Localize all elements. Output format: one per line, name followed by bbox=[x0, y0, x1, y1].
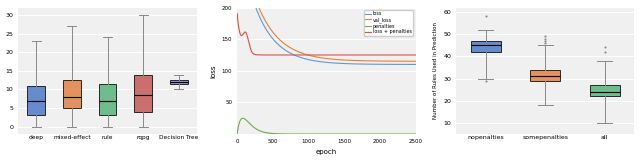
loss + penalties bbox=[393, 54, 401, 56]
X-axis label: epoch: epoch bbox=[316, 149, 337, 155]
loss bbox=[303, 58, 310, 60]
penalties bbox=[234, 133, 241, 134]
loss bbox=[392, 63, 400, 65]
PathPatch shape bbox=[170, 80, 188, 84]
loss + penalties bbox=[365, 54, 372, 56]
val_loss bbox=[392, 60, 400, 62]
loss + penalties bbox=[333, 54, 340, 56]
PathPatch shape bbox=[531, 70, 560, 81]
Legend: loss, val_loss, penalties, loss + penalties: loss, val_loss, penalties, loss + penalt… bbox=[364, 10, 413, 36]
val_loss bbox=[412, 60, 419, 62]
penalties bbox=[237, 118, 244, 120]
penalties bbox=[303, 133, 310, 135]
Y-axis label: Number of Rules Used in Prediction: Number of Rules Used in Prediction bbox=[433, 22, 438, 119]
PathPatch shape bbox=[28, 86, 45, 115]
loss bbox=[333, 62, 340, 64]
loss bbox=[386, 63, 394, 65]
PathPatch shape bbox=[63, 80, 81, 108]
loss bbox=[412, 63, 419, 65]
val_loss bbox=[333, 59, 340, 61]
Line: loss + penalties: loss + penalties bbox=[237, 14, 415, 55]
loss + penalties bbox=[237, 34, 244, 36]
Line: loss: loss bbox=[237, 0, 415, 64]
penalties bbox=[412, 133, 419, 135]
loss + penalties bbox=[412, 54, 419, 56]
PathPatch shape bbox=[590, 85, 620, 96]
val_loss bbox=[386, 60, 394, 62]
val_loss bbox=[379, 60, 387, 62]
penalties bbox=[333, 133, 340, 135]
PathPatch shape bbox=[471, 41, 500, 52]
penalties bbox=[386, 133, 394, 135]
PathPatch shape bbox=[134, 75, 152, 112]
Line: penalties: penalties bbox=[237, 118, 415, 134]
loss bbox=[379, 63, 387, 65]
loss + penalties bbox=[234, 13, 241, 15]
loss + penalties bbox=[386, 54, 394, 56]
val_loss bbox=[303, 54, 310, 56]
penalties bbox=[393, 133, 401, 135]
loss + penalties bbox=[379, 54, 387, 56]
Y-axis label: loss: loss bbox=[210, 64, 216, 78]
loss + penalties bbox=[303, 54, 310, 56]
penalties bbox=[379, 133, 387, 135]
penalties bbox=[239, 117, 246, 119]
Line: val_loss: val_loss bbox=[237, 0, 415, 61]
PathPatch shape bbox=[99, 84, 116, 115]
